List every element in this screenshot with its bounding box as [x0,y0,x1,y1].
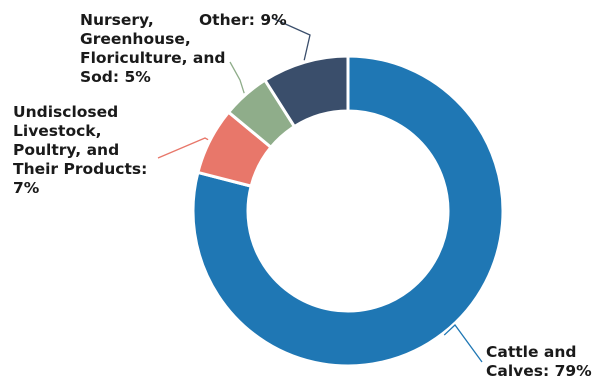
slice-label-cattle-and-calves: Cattle and Calves: 79% [486,343,592,381]
label-line: Calves: 79% [486,362,592,380]
leader-line-undisclosed-livestock [157,137,209,159]
label-line: Cattle and [486,343,577,361]
slice-label-other: Other: 9% [199,11,287,30]
leader-line-cattle-and-calves [443,324,483,363]
label-line: 7% [13,179,40,197]
leader-line-nursery-greenhouse [229,61,245,94]
donut-slices [191,54,505,368]
slice-cattle-and-calves [191,54,505,368]
slice-other [262,54,350,129]
slice-label-undisclosed-livestock: Undisclosed Livestock, Poultry, and Thei… [13,103,147,198]
label-line: Undisclosed [13,103,119,121]
label-line: Nursery, [80,11,154,29]
leader-lines [157,17,483,363]
label-line: Floriculture, and [80,49,226,67]
label-line: Their Products: [13,160,148,178]
leader-line-other [271,17,311,61]
label-line: Livestock, [13,122,102,140]
label-line: Greenhouse, [80,30,191,48]
label-line: Other: 9% [199,11,287,29]
label-line: Sod: 5% [80,68,151,86]
slice-label-nursery-greenhouse: Nursery, Greenhouse, Floriculture, and S… [80,11,226,87]
label-line: Poultry, and [13,141,120,159]
